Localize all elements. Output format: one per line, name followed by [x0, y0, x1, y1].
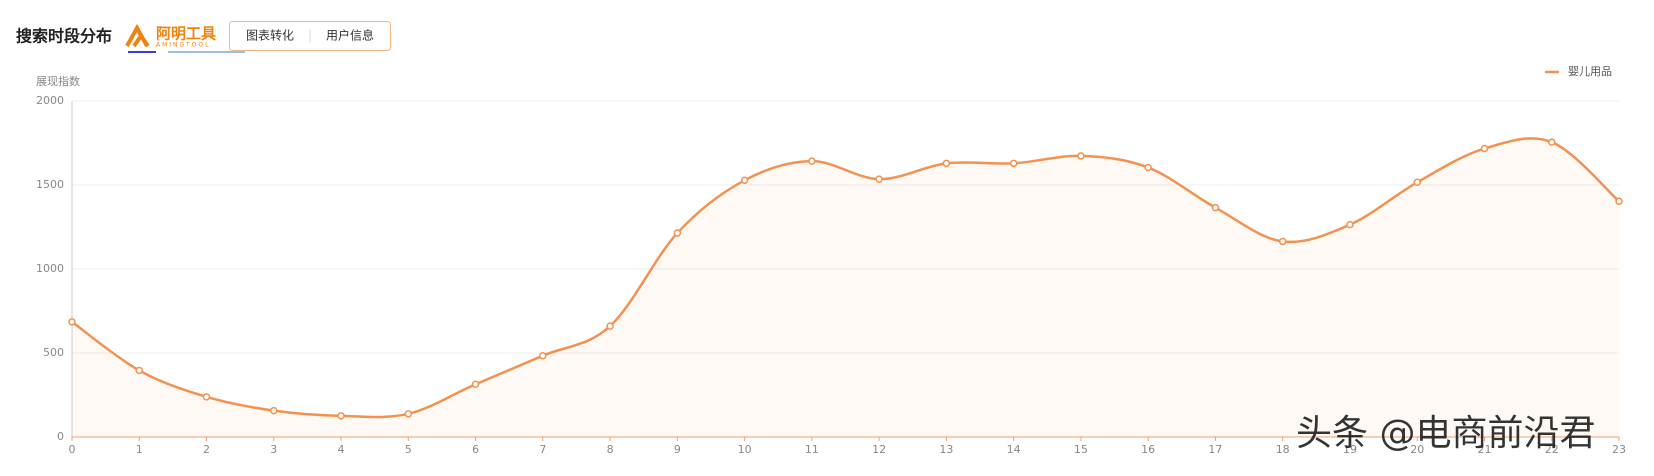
tab[interactable]: 用户信息: [326, 28, 374, 43]
point: [337, 412, 345, 420]
y-tick-label: 0: [57, 430, 64, 443]
x-tick-label: 17: [1208, 443, 1222, 456]
point: [404, 410, 413, 418]
x-tick-label: 16: [1141, 443, 1155, 456]
x-tick-label: 13: [939, 443, 953, 456]
x-tick-label: 11: [805, 443, 819, 456]
x-tick-label: 1: [136, 443, 143, 456]
point: [1413, 178, 1421, 187]
y-tick-label: 1000: [36, 262, 64, 275]
point: [942, 159, 951, 168]
point: [270, 406, 278, 415]
y-tick-label: 1500: [36, 178, 64, 191]
point: [1211, 203, 1220, 212]
x-tick-label: 9: [674, 443, 681, 456]
x-tick-label: 12: [872, 443, 886, 456]
point: [1346, 220, 1354, 229]
point: [1547, 138, 1556, 146]
point: [135, 366, 144, 375]
x-tick-label: 10: [738, 443, 752, 456]
x-tick-label: 18: [1276, 443, 1290, 456]
tab[interactable]: 图表转化: [246, 28, 294, 43]
y-axis-label: 展现指数: [36, 74, 80, 88]
x-tick-label: 15: [1074, 443, 1088, 456]
line: [71, 137, 1620, 419]
point: [471, 380, 480, 388]
x-tick-label: 21: [1477, 443, 1491, 456]
point: [1615, 197, 1623, 206]
point: [1077, 152, 1085, 160]
x-tick-label: 7: [539, 443, 546, 456]
point: [673, 229, 682, 237]
logo-icon: [125, 23, 150, 48]
page-title: 搜索时段分布: [16, 27, 112, 46]
point: [740, 176, 749, 185]
logo-text: 阿明工具: [156, 25, 216, 43]
point: [606, 322, 614, 330]
point: [68, 318, 76, 326]
point: [1480, 144, 1489, 153]
x-tick-label: 5: [405, 443, 412, 456]
point: [202, 393, 211, 401]
y-tick-label: 500: [43, 346, 64, 359]
x-tick-label: 20: [1410, 443, 1424, 456]
x-tick-label: 3: [270, 443, 277, 456]
x-tick-label: 19: [1343, 443, 1357, 456]
x-tick-label: 2: [203, 443, 210, 456]
point: [539, 351, 547, 360]
y-tick-label: 2000: [36, 94, 64, 107]
point: [1144, 163, 1152, 172]
legend-label: 婴儿用品: [1568, 65, 1612, 78]
x-tick-label: 4: [338, 443, 345, 456]
point: [808, 157, 816, 165]
watermark: 头条 @电商前沿君: [1296, 413, 1595, 454]
x-tick-label: 8: [607, 443, 614, 456]
logo-subtext: AMINGTOOL: [156, 42, 210, 49]
x-tick-label: 22: [1545, 443, 1559, 456]
x-tick-label: 6: [472, 443, 479, 456]
point: [875, 175, 883, 183]
x-tick-label: 14: [1007, 443, 1021, 456]
point: [1009, 159, 1018, 168]
x-tick-label: 23: [1612, 443, 1626, 456]
area: [72, 138, 1619, 437]
point: [1278, 237, 1287, 246]
x-tick-label: 0: [69, 443, 76, 456]
